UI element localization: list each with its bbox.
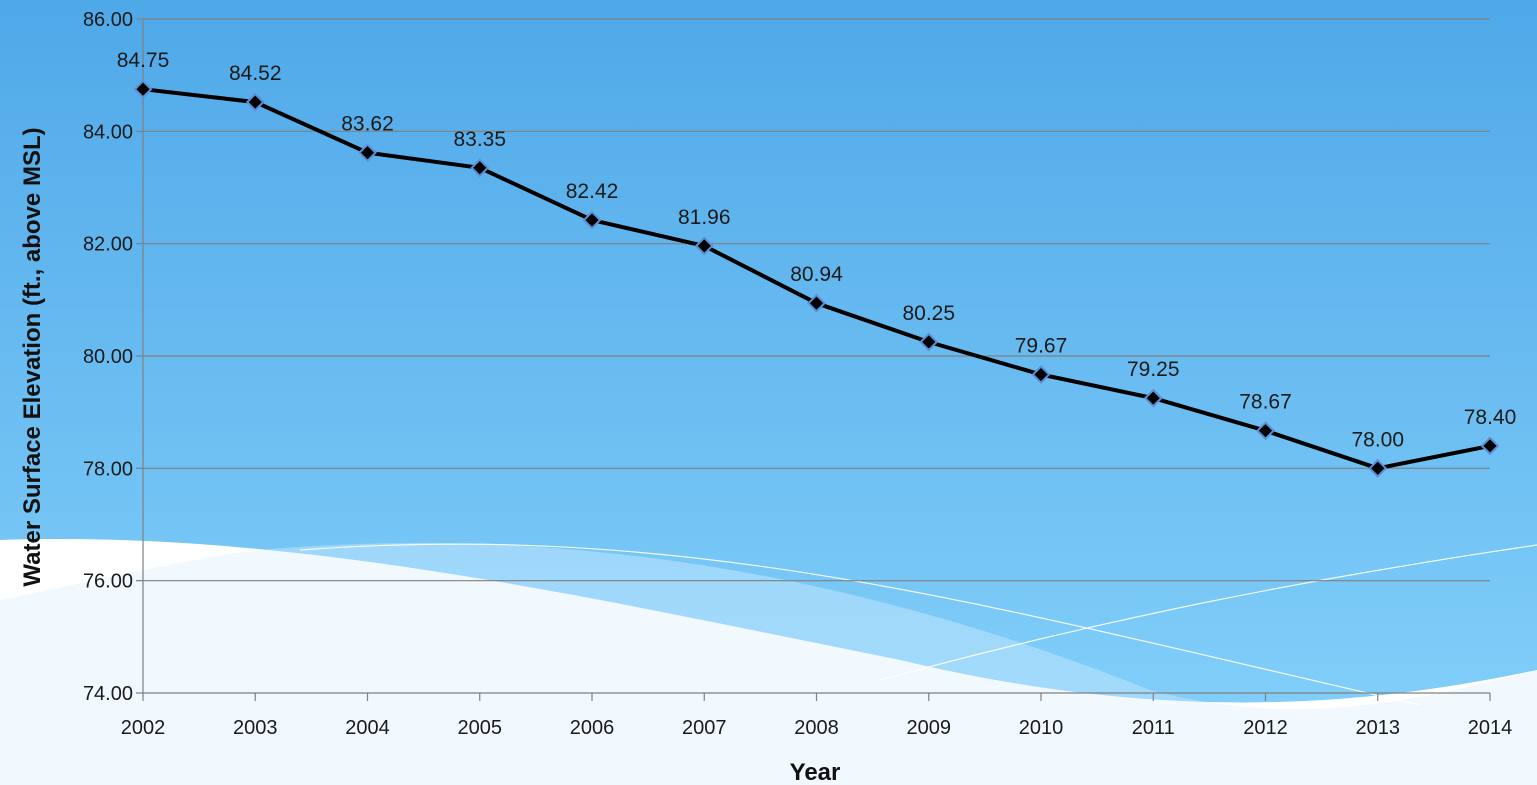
x-tick-label: 2006 bbox=[570, 717, 615, 739]
x-tick-label: 2013 bbox=[1356, 717, 1401, 739]
x-tick-label: 2003 bbox=[233, 717, 278, 739]
x-axis-title: Year bbox=[790, 759, 841, 785]
data-point-marker bbox=[919, 332, 939, 352]
data-point-marker bbox=[1256, 421, 1275, 441]
data-label: 80.25 bbox=[902, 302, 955, 325]
decorative-waves bbox=[0, 539, 1537, 785]
x-tick-label: 2014 bbox=[1468, 717, 1513, 739]
y-tick-label: 84.00 bbox=[83, 121, 133, 143]
data-point-marker bbox=[1143, 388, 1163, 408]
data-label: 82.42 bbox=[566, 180, 619, 203]
y-tick-label: 86.00 bbox=[83, 9, 133, 31]
data-label: 78.67 bbox=[1239, 391, 1292, 414]
y-tick-label: 82.00 bbox=[83, 234, 133, 256]
x-tick-label: 2011 bbox=[1132, 717, 1175, 739]
x-tick-label: 2005 bbox=[458, 717, 503, 739]
x-tick-label: 2007 bbox=[682, 717, 727, 739]
y-tick-label: 76.00 bbox=[83, 571, 133, 593]
series-markers bbox=[133, 79, 1500, 478]
data-label: 81.96 bbox=[678, 206, 731, 229]
data-point-marker bbox=[1480, 436, 1500, 456]
x-tick-label: 2012 bbox=[1243, 717, 1288, 739]
axes bbox=[136, 18, 1491, 701]
data-point-marker bbox=[807, 293, 826, 313]
data-label: 80.94 bbox=[790, 263, 843, 286]
data-labels: 84.75 84.52 83.62 83.35 82.42 81.96 80.94 80.25… bbox=[117, 49, 1517, 451]
y-tick-label: 74.00 bbox=[83, 683, 133, 705]
data-label: 84.52 bbox=[229, 62, 282, 85]
x-tick-label: 2009 bbox=[907, 717, 952, 739]
x-tick-label: 2010 bbox=[1019, 717, 1064, 739]
x-tick-label: 2008 bbox=[794, 717, 839, 739]
x-tick-labels: 2002 2003 2004 2005 2006 2007 2008 2009 2010 2011… bbox=[121, 717, 1513, 739]
gridlines bbox=[143, 18, 1490, 694]
data-label: 83.35 bbox=[453, 128, 506, 151]
x-tick-label: 2002 bbox=[121, 717, 166, 739]
y-axis-title: Water Surface Elevation (ft., above MSL) bbox=[19, 127, 46, 586]
data-point-marker bbox=[1031, 365, 1051, 384]
data-label: 78.40 bbox=[1464, 406, 1517, 429]
data-label: 78.00 bbox=[1351, 428, 1404, 451]
data-point-marker bbox=[133, 79, 153, 99]
data-label: 79.67 bbox=[1015, 335, 1068, 358]
x-tick-label: 2004 bbox=[345, 717, 390, 739]
y-tick-label: 80.00 bbox=[83, 346, 133, 368]
data-label: 84.75 bbox=[117, 49, 170, 72]
data-label: 79.25 bbox=[1127, 358, 1180, 381]
data-label: 83.62 bbox=[341, 113, 394, 136]
data-point-marker bbox=[1368, 458, 1388, 478]
data-point-marker bbox=[470, 158, 490, 178]
data-point-marker bbox=[694, 236, 714, 256]
data-point-marker bbox=[358, 143, 377, 163]
y-tick-labels: 86.00 84.00 82.00 80.00 78.00 76.00 74.00 bbox=[83, 9, 133, 705]
data-point-marker bbox=[245, 92, 265, 112]
y-tick-label: 78.00 bbox=[83, 458, 133, 480]
data-point-marker bbox=[582, 210, 602, 230]
